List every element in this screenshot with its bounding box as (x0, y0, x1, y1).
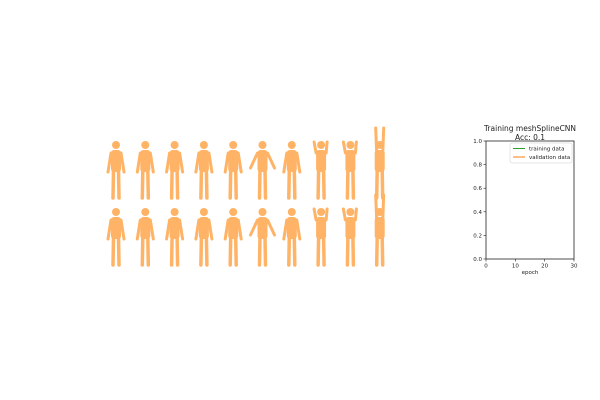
mesh-silhouette (194, 141, 214, 200)
y-tick-label: 0.8 (473, 163, 482, 169)
mesh-silhouette (282, 141, 302, 200)
y-tick-label: 0.2 (473, 233, 482, 239)
x-axis-label: epoch (522, 270, 539, 276)
y-tick-label: 0.4 (473, 210, 482, 216)
mesh-silhouette-grid (106, 126, 386, 267)
mesh-silhouette (249, 141, 276, 200)
mesh-silhouette (165, 208, 185, 267)
mesh-silhouette (223, 141, 243, 200)
y-tick-label: 1.0 (473, 139, 482, 145)
x-tick-label: 10 (512, 264, 519, 270)
chart-title: Training meshSplineCNN (483, 124, 576, 133)
mesh-silhouette (341, 140, 358, 200)
x-tick-label: 30 (571, 264, 578, 270)
legend-frame (509, 142, 573, 164)
mesh-silhouette (194, 208, 214, 267)
mesh-silhouette (312, 140, 329, 200)
legend: training data validation data (509, 142, 573, 164)
x-axis: 0 10 20 30 (484, 259, 578, 270)
plot-area-frame (485, 140, 575, 260)
mesh-silhouette (374, 126, 386, 200)
chart-subtitle: Acc: 0.1 (515, 133, 545, 142)
mesh-silhouette (165, 141, 185, 200)
mesh-silhouette (341, 207, 358, 267)
x-tick-label: 0 (484, 264, 488, 270)
x-tick-label: 20 (541, 264, 548, 270)
legend-label-validation: validation data (529, 155, 570, 161)
y-tick-label: 0.6 (473, 186, 482, 192)
mesh-silhouette (135, 141, 155, 200)
mesh-silhouette (106, 141, 126, 200)
mesh-silhouette (312, 207, 329, 267)
training-chart: Training meshSplineCNN Acc: 0.1 0.00.20.… (473, 124, 578, 276)
mesh-silhouette (223, 208, 243, 267)
mesh-silhouette (282, 208, 302, 267)
mesh-silhouette (106, 208, 126, 267)
y-tick-label: 0.0 (473, 257, 482, 263)
y-axis: 0.0 0.2 0.4 0.6 0.8 1.0 (473, 139, 486, 263)
mesh-silhouette (374, 193, 386, 267)
mesh-silhouette (135, 208, 155, 267)
mesh-silhouette (249, 208, 276, 267)
legend-label-training: training data (529, 147, 564, 153)
